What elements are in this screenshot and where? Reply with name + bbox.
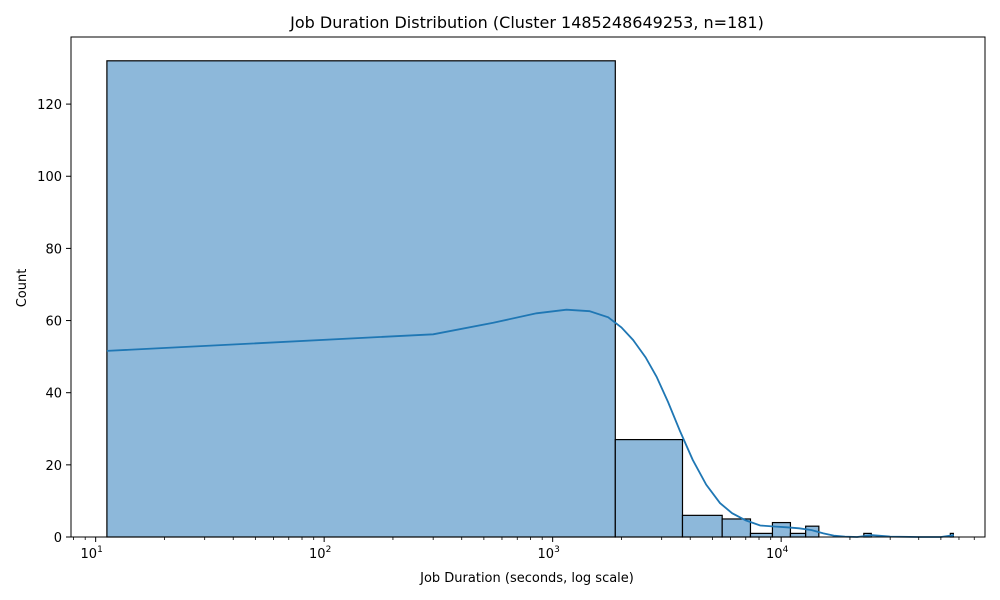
y-tick-label-3: 60 <box>45 315 62 330</box>
x-axis-ticks: 101 102 103 104 <box>73 537 975 562</box>
histogram-bar-1 <box>614 438 684 538</box>
chart-title: Job Duration Distribution (Cluster 14852… <box>289 13 764 32</box>
y-axis-ticks: 0 20 40 60 80 100 120 <box>37 98 71 546</box>
y-tick-label-6: 120 <box>37 98 62 113</box>
x-tick-label-3: 104 <box>766 545 789 562</box>
x-tick-label-1: 102 <box>309 545 331 562</box>
y-tick-label-4: 80 <box>45 242 62 257</box>
x-tick-label-2: 103 <box>538 545 560 562</box>
histogram-bar-3 <box>721 518 752 538</box>
histogram-bars <box>106 60 954 538</box>
histogram-bar-5 <box>771 521 792 538</box>
y-axis-label: Count <box>15 269 30 308</box>
y-tick-label-5: 100 <box>37 170 62 185</box>
histogram-bar-6 <box>789 532 807 538</box>
y-tick-label-2: 40 <box>45 387 62 402</box>
plot-area-frame <box>70 36 986 538</box>
x-axis-label: Job Duration (seconds, log scale) <box>419 571 634 586</box>
y-tick-label-1: 20 <box>45 459 62 474</box>
histogram-bar-4 <box>749 532 774 538</box>
x-tick-label-0: 101 <box>81 545 103 562</box>
y-tick-label-0: 0 <box>54 531 62 546</box>
histogram-bar-2 <box>681 514 723 538</box>
histogram-bar-0 <box>106 60 616 538</box>
